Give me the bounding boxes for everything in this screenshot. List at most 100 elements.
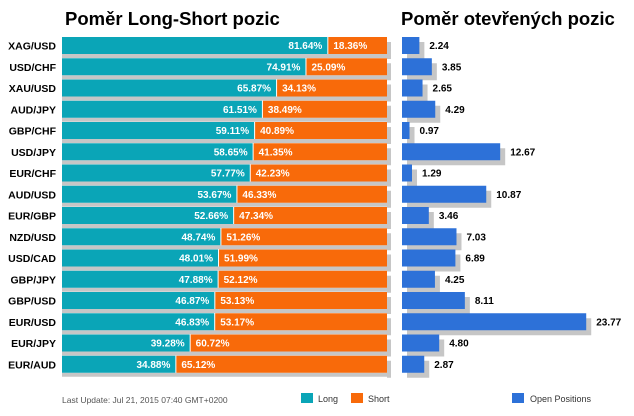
row-usd-cad: USD/CAD 48.01% 51.99% 6.89 (8, 249, 485, 272)
short-bar (221, 228, 387, 246)
legend-short-label: Short (368, 394, 390, 404)
short-value-label: 42.23% (256, 169, 290, 180)
row-xau-usd: XAU/USD 65.87% 34.13% 2.65 (9, 79, 453, 102)
legend-long-swatch (301, 393, 313, 403)
long-bar (62, 37, 328, 54)
open-positions-bar-shadow (407, 169, 417, 187)
row-xag-usd: XAG/USD 81.64% 18.36% 2.24 (8, 37, 449, 59)
short-value-label: 51.26% (226, 232, 260, 243)
short-value-label: 60.72% (196, 339, 230, 350)
long-value-label: 48.01% (179, 254, 213, 265)
short-value-label: 53.17% (220, 317, 254, 328)
open-positions-bar (402, 249, 456, 267)
open-positions-bar (402, 164, 412, 182)
pair-label: EUR/GBP (8, 211, 56, 223)
row-nzd-usd: NZD/USD 48.74% 51.26% 7.03 (9, 228, 486, 251)
pair-label: XAG/USD (8, 41, 56, 53)
chart-rows: XAG/USD 81.64% 18.36% 2.24 USD/CHF 74.91% 25.0… (8, 37, 622, 378)
row-eur-chf: EUR/CHF 57.77% 42.23% 1.29 (9, 164, 442, 187)
pair-label: AUD/USD (8, 189, 56, 201)
short-value-label: 40.89% (260, 126, 294, 137)
short-value-label: 25.09% (311, 62, 345, 73)
long-bar (62, 79, 277, 97)
row-usd-chf: USD/CHF 74.91% 25.09% 3.85 (9, 58, 462, 81)
long-short-bar-shadow (387, 297, 391, 314)
open-positions-bar (402, 79, 423, 97)
open-positions-bar (402, 37, 420, 54)
long-value-label: 53.67% (198, 190, 232, 201)
long-short-bar-shadow-bottom (62, 202, 391, 207)
short-value-label: 38.49% (268, 105, 302, 116)
short-bar (250, 164, 387, 182)
pair-label: GBP/CHF (9, 126, 57, 138)
open-positions-value-label: 2.65 (433, 84, 453, 95)
long-short-bar-shadow-bottom (62, 287, 391, 292)
long-bar (62, 143, 253, 161)
long-short-bar-shadow (387, 233, 391, 251)
open-positions-value-label: 8.11 (475, 296, 494, 307)
short-bar (253, 143, 387, 161)
long-bar (62, 122, 255, 139)
pair-label: USD/CAD (8, 253, 56, 265)
long-short-bar-shadow (387, 318, 391, 336)
open-positions-bar (402, 292, 465, 309)
open-positions-value-label: 2.87 (434, 360, 454, 371)
pair-label: USD/JPY (11, 147, 56, 159)
long-bar (62, 207, 234, 224)
long-bar (62, 100, 262, 118)
long-short-bar-shadow (387, 360, 391, 378)
short-bar (215, 313, 387, 331)
row-aud-usd: AUD/USD 53.67% 46.33% 10.87 (8, 185, 522, 208)
open-positions-value-label: 4.80 (449, 339, 469, 350)
long-value-label: 61.51% (223, 105, 257, 116)
long-short-bar-shadow (387, 127, 391, 144)
open-positions-bar-shadow (407, 127, 415, 144)
legend-open-positions: Open Positions (512, 393, 592, 404)
legend-long-label: Long (318, 394, 338, 404)
long-short-bar-shadow-bottom (62, 54, 391, 58)
long-short-bar-shadow-bottom (62, 75, 391, 80)
long-short-bar-shadow (387, 169, 391, 187)
open-positions-value-label: 1.29 (422, 169, 442, 180)
long-value-label: 57.77% (211, 169, 245, 180)
long-bar (62, 313, 215, 331)
open-positions-value-label: 23.77 (596, 317, 621, 328)
long-short-bar-shadow-bottom (62, 245, 391, 250)
long-short-bar-shadow (387, 275, 391, 293)
long-short-bar-shadow-bottom (62, 181, 391, 186)
short-bar (218, 270, 387, 288)
long-bar (62, 249, 219, 267)
short-bar (262, 100, 387, 118)
long-short-bar-shadow-bottom (62, 330, 391, 335)
long-short-bar-shadow-bottom (62, 266, 391, 271)
pair-label: AUD/JPY (10, 104, 56, 116)
open-positions-value-label: 6.89 (465, 254, 485, 265)
short-bar (328, 37, 387, 54)
long-bar (62, 58, 306, 76)
long-bar (62, 164, 250, 182)
row-gbp-chf: GBP/CHF 59.11% 40.89% 0.97 (9, 122, 439, 144)
pair-label: EUR/USD (9, 317, 57, 329)
short-bar (190, 334, 387, 352)
long-value-label: 81.64% (288, 41, 322, 52)
long-value-label: 39.28% (151, 339, 185, 350)
short-bar (237, 185, 387, 203)
open-positions-value-label: 12.67 (510, 147, 535, 158)
open-positions-value-label: 4.25 (445, 275, 465, 286)
row-gbp-jpy: GBP/JPY 47.88% 52.12% 4.25 (10, 270, 465, 293)
row-gbp-usd: GBP/USD 46.87% 53.13% 8.11 (8, 292, 494, 314)
pair-label: USD/CHF (9, 62, 56, 74)
short-bar (255, 122, 387, 139)
long-short-bar-shadow-bottom (62, 160, 391, 165)
long-bar (62, 228, 221, 246)
short-bar (306, 58, 387, 76)
legend-long: Long (301, 393, 338, 404)
long-short-bar-shadow-bottom (62, 351, 391, 356)
long-value-label: 46.87% (175, 296, 209, 307)
long-value-label: 47.88% (179, 275, 213, 286)
open-positions-bar (402, 100, 436, 118)
row-usd-jpy: USD/JPY 58.65% 41.35% 12.67 (11, 143, 536, 166)
row-eur-aud: EUR/AUD 34.88% 65.12% 2.87 (8, 355, 454, 378)
open-positions-bar (402, 185, 487, 203)
